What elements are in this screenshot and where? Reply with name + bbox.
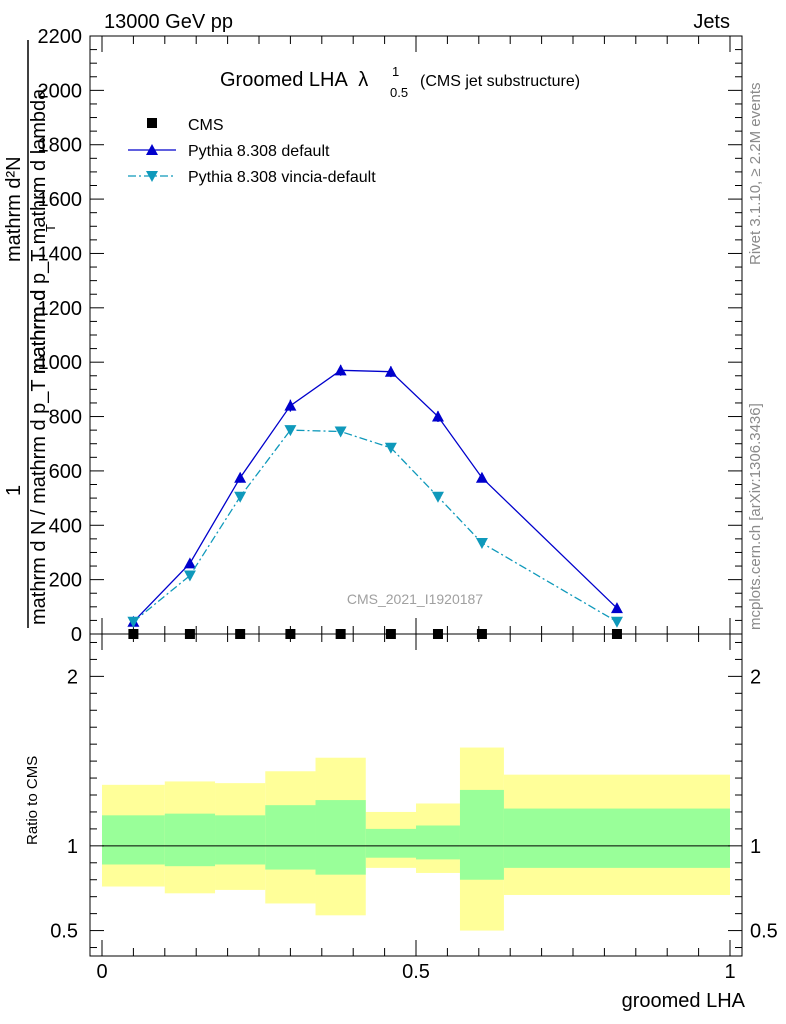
ylabel-num-small: 1	[3, 485, 25, 496]
main-ytick-label: 1000	[38, 352, 83, 374]
chart-title-suffix: (CMS jet substructure)	[420, 73, 580, 90]
main-ytick-label: 1200	[38, 298, 83, 320]
main-x-ticks	[101, 36, 731, 634]
header-left: 13000 GeV pp	[104, 11, 233, 33]
rivet-label: Rivet 3.1.10, ≥ 2.2M events	[747, 83, 764, 266]
legend: CMS Pythia 8.308 default Pythia 8.308 vi…	[128, 117, 376, 186]
pythia-default-point	[431, 410, 444, 422]
ratio-bands	[102, 747, 730, 931]
main-ytick-label: 2200	[38, 26, 83, 48]
pythia-default-point	[610, 602, 623, 614]
pythia-vincia-point	[431, 491, 444, 503]
ratio-band-inner	[164, 813, 216, 867]
pythia-vincia-point	[475, 537, 488, 549]
main-ytick-label: 0	[71, 624, 82, 646]
chart-title-symbol: λ	[358, 69, 368, 91]
pythia-vincia-point	[234, 491, 247, 503]
ylabel-den-sub: T	[43, 224, 58, 232]
pythia-default-point	[475, 471, 488, 483]
ratio-band-inner	[459, 789, 504, 880]
ratio-band-inner	[102, 815, 165, 865]
ratio-ytick-label-right: 0.5	[750, 921, 778, 943]
pythia-default-point	[334, 364, 347, 376]
legend-label-default: Pythia 8.308 default	[188, 143, 330, 160]
x-axis-label: groomed LHA	[622, 990, 746, 1012]
ratio-y-ticks: 0.5 0.5 1 1 2 2	[50, 641, 778, 949]
chart-title-main: Groomed LHA	[220, 69, 348, 91]
chart-title: Groomed LHA λ	[220, 69, 368, 91]
ratio-band-inner	[215, 815, 266, 865]
ratio-band-inner	[315, 800, 366, 875]
ylabel-num: mathrm d²N	[3, 156, 25, 262]
ratio-xtick-label: 1	[724, 961, 735, 983]
ratio-ytick-label: 1	[67, 836, 78, 858]
main-ytick-label: 600	[49, 461, 82, 483]
pythia-default-point	[384, 365, 397, 377]
legend-label-cms: CMS	[188, 117, 224, 134]
mcplots-label: mcplots.cern.ch [arXiv:1306.3436]	[747, 403, 764, 630]
header-right: Jets	[693, 11, 730, 33]
pythia-default-point	[234, 471, 247, 483]
watermark: CMS_2021_I1920187	[347, 591, 483, 607]
chart-title-sub: 0.5	[390, 85, 408, 100]
ratio-xtick-label: 0	[96, 961, 107, 983]
legend-marker-default	[146, 144, 158, 155]
pythia-vincia-point	[284, 425, 297, 437]
main-ytick-label: 1600	[38, 189, 83, 211]
ratio-panel: 0.5 0.51 12 2 0 0.5 1 Ratio to CMS groomed LH…	[24, 633, 778, 1012]
legend-label-vincia: Pythia 8.308 vincia-default	[188, 169, 376, 186]
main-ytick-label: 2000	[38, 80, 83, 102]
ratio-band-inner	[365, 828, 416, 858]
pythia-vincia-point	[384, 442, 397, 454]
legend-marker-vincia	[146, 171, 158, 182]
pythia-default-point	[183, 557, 196, 569]
ratio-ytick-label: 2	[67, 666, 78, 688]
ratio-ytick-label-right: 2	[750, 666, 761, 688]
pythia-default-point	[284, 399, 297, 411]
ratio-ytick-label-right: 1	[750, 836, 761, 858]
main-ytick-label: 400	[49, 515, 82, 537]
series-line-1	[132, 369, 618, 623]
ratio-band-inner	[416, 825, 460, 860]
pythia-vincia-point	[610, 616, 623, 628]
ratio-band-inner	[503, 808, 730, 868]
main-ytick-label: 200	[49, 570, 82, 592]
main-ytick-label: 1400	[38, 243, 83, 265]
pythia-vincia-point	[127, 616, 140, 628]
ylabel-den: mathrm d p_T mathrm d lambda	[28, 88, 50, 374]
chart-title-sup: 1	[392, 64, 399, 79]
pythia-vincia-point	[183, 570, 196, 582]
main-y-ticks: 0 200 400 600 800 1000 1200 1400 1600 1800 2000 220…	[38, 26, 742, 646]
main-ytick-label: 800	[49, 407, 82, 429]
ratio-xtick-label: 0.5	[402, 961, 430, 983]
pythia-vincia-point	[334, 426, 347, 438]
ratio-x-ticks: 0 0.5 1	[96, 634, 736, 983]
ylabel-den2: mathrm d N / mathrm d p_T mathrm d	[28, 290, 50, 625]
main-ylabel: mathrm d²N mathrm d p_T mathrm d lambda …	[3, 40, 58, 628]
ratio-ytick-label: 0.5	[50, 921, 78, 943]
ratio-ylabel: Ratio to CMS	[24, 756, 41, 845]
legend-marker-cms	[147, 118, 157, 128]
ratio-band-inner	[265, 805, 316, 870]
main-ytick-label: 1800	[38, 135, 83, 157]
main-panel: 0 200 400 600 800 1000 1200 1400 1600 1800 2000 220…	[38, 26, 743, 646]
